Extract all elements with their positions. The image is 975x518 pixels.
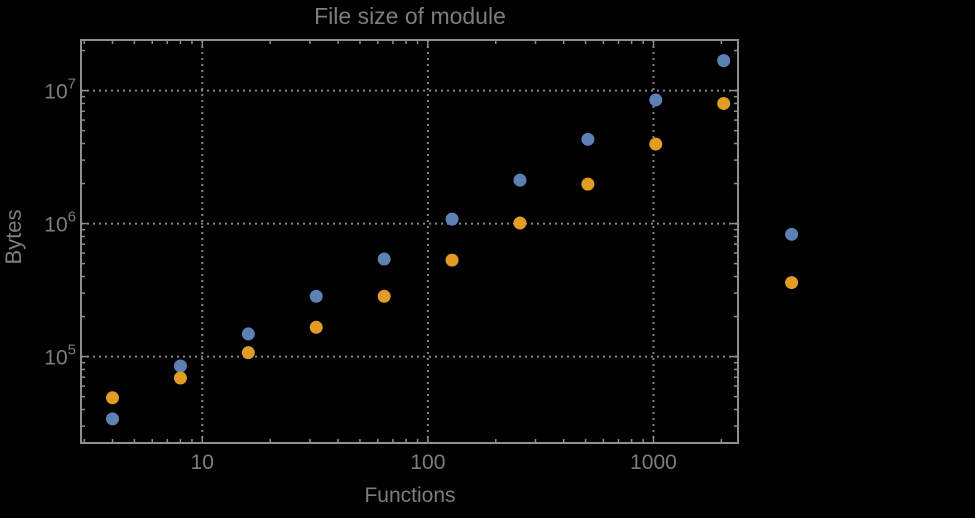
x-tick-label: 100 <box>410 451 445 474</box>
tick-labels: 10 100 1000 105 106 107 <box>44 76 677 474</box>
data-point-series-orange <box>513 216 527 230</box>
data-point-series-orange <box>581 177 595 191</box>
axis-ticks <box>81 40 738 443</box>
data-point-series-blue <box>513 173 527 187</box>
data-point-series-orange <box>717 96 731 110</box>
data-point-series-orange <box>241 346 255 360</box>
data-point-series-orange <box>445 253 459 267</box>
data-point-series-orange <box>309 320 323 334</box>
plot-frame <box>80 39 739 444</box>
data-point-series-blue <box>717 54 731 68</box>
data-point-series-orange <box>173 371 187 385</box>
data-point-series-blue <box>106 412 120 426</box>
data-point-series-blue <box>785 227 799 241</box>
data-point-series-orange <box>649 137 663 151</box>
data-point-series-blue <box>377 252 391 266</box>
x-tick-label: 1000 <box>630 451 677 474</box>
y-axis-label: Bytes <box>1 209 26 264</box>
data-point-series-orange <box>785 276 799 290</box>
data-point-series-blue <box>581 132 595 146</box>
data-point-series-blue <box>173 359 187 373</box>
data-point-series-orange <box>377 289 391 303</box>
data-point-series-blue <box>649 93 663 107</box>
data-points <box>106 54 799 426</box>
data-point-series-blue <box>445 212 459 226</box>
x-axis-label: Functions <box>364 484 455 507</box>
y-tick-label: 107 <box>44 76 76 104</box>
y-tick-label: 105 <box>44 342 76 370</box>
y-tick-label: 106 <box>44 209 76 237</box>
gridlines <box>81 40 738 443</box>
data-point-series-blue <box>309 289 323 303</box>
chart-title: File size of module <box>314 3 506 29</box>
data-point-series-blue <box>241 327 255 341</box>
x-tick-label: 10 <box>191 451 214 474</box>
data-point-series-orange <box>106 391 120 405</box>
